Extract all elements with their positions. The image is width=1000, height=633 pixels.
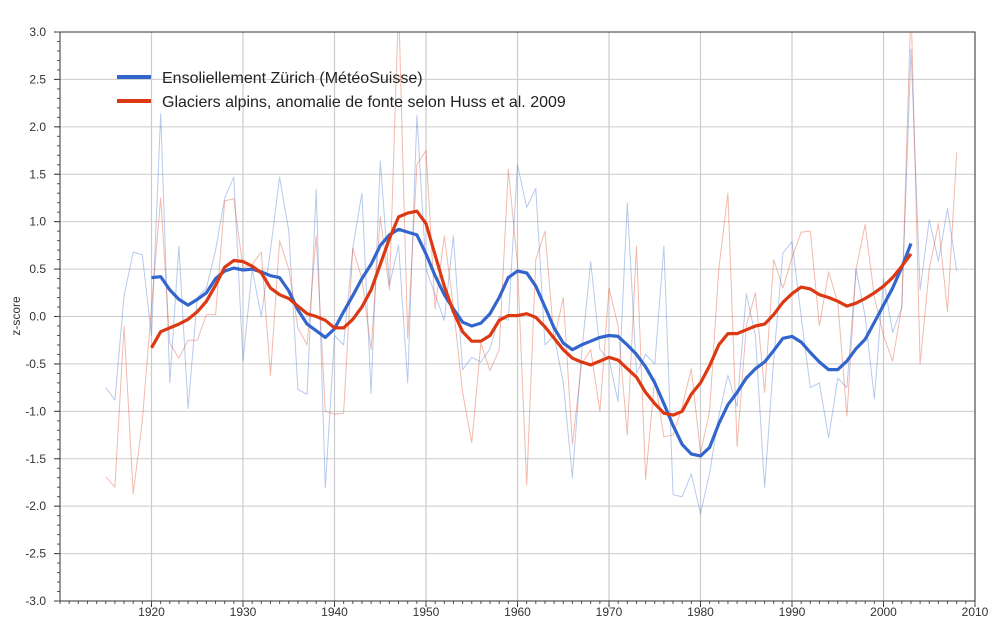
legend: Ensoliellement Zürich (MétéoSuisse) Glaci… [117,70,566,111]
x-tick-label: 1920 [138,605,165,619]
y-tick-label: -3.0 [25,594,46,608]
y-tick-label: -1.0 [25,404,46,418]
y-tick-label: 1.0 [29,215,46,229]
x-tick-label: 1970 [596,605,623,619]
y-axis-label: z-score [9,296,23,336]
y-tick-label: 0.5 [29,262,46,276]
axes: 3.0 2.5 2.0 1.5 1.0 0.5 0.0 -0.5 -1.0 -1.5 -2.0 -2.… [25,25,988,619]
y-tick-label: -2.5 [25,547,46,561]
plot-frame [59,31,976,602]
legend-label: Ensoliellement Zürich (MétéoSuisse) [162,70,423,87]
y-tick-label: 3.0 [29,25,46,39]
y-tick-label: -2.0 [25,499,46,513]
raw-sunshine-line [105,48,958,515]
y-tick-label: 0.0 [29,310,46,324]
x-tick-label: 1960 [504,605,531,619]
x-tick-label: 1940 [321,605,348,619]
y-tick-label: 1.5 [29,167,46,181]
raw-glacier-line [105,32,958,495]
y-tick-label: -0.5 [25,357,46,371]
smoothed-glacier-line [150,209,913,417]
x-tick-label: 1980 [687,605,714,619]
legend-label: Glaciers alpins, anomalie de fonte selon… [162,94,566,111]
x-tick-label: 1950 [413,605,440,619]
y-tick-label: 2.5 [29,72,46,86]
y-tick-label: -1.5 [25,452,46,466]
y-tick-label: 2.0 [29,120,46,134]
x-tick-label: 2000 [870,605,897,619]
series-lines [105,32,958,515]
smoothed-sunshine-line [151,227,913,458]
x-tick-label: 1930 [230,605,257,619]
x-tick-label: 1990 [779,605,806,619]
x-tick-label: 2010 [962,605,989,619]
